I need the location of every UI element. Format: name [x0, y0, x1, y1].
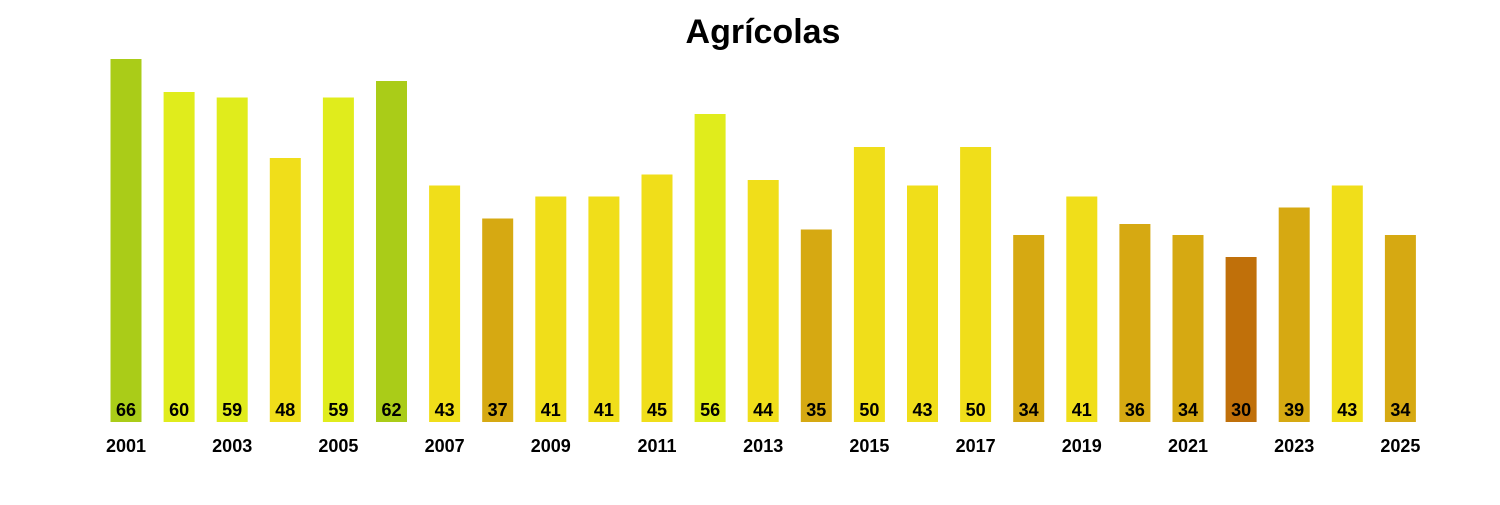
- bar-2003: [216, 97, 248, 422]
- bar-2014: [800, 229, 832, 422]
- x-tick-label-2025: 2025: [1380, 436, 1420, 456]
- x-tick-label-2017: 2017: [956, 436, 996, 456]
- bar-2024: [1331, 185, 1363, 422]
- x-tick-label-2021: 2021: [1168, 436, 1208, 456]
- x-tick-label-2013: 2013: [743, 436, 783, 456]
- data-label-2019: 41: [1072, 400, 1092, 420]
- x-tick-label-2011: 2011: [637, 436, 676, 456]
- data-label-2011: 45: [647, 400, 667, 420]
- data-label-2015: 50: [859, 400, 879, 420]
- x-tick-label-2009: 2009: [531, 436, 571, 456]
- data-label-2001: 66: [116, 400, 136, 420]
- bar-2019: [1066, 196, 1098, 422]
- bars-layer: [110, 59, 1416, 422]
- bar-2008: [482, 218, 514, 422]
- bar-2018: [1013, 235, 1045, 422]
- x-axis-tick-labels: 2001 2003 2005 2007 2009 2011 2013 2015 2017 2019…: [106, 436, 1420, 456]
- bar-2004: [269, 158, 301, 422]
- bar-2005: [322, 97, 354, 422]
- data-label-2013: 44: [753, 400, 773, 420]
- chart-title: Agrícolas: [686, 13, 841, 51]
- x-tick-label-2003: 2003: [212, 436, 252, 456]
- x-tick-label-2023: 2023: [1274, 436, 1314, 456]
- data-label-2006: 62: [381, 400, 401, 420]
- data-label-2016: 43: [912, 400, 932, 420]
- data-label-2023: 39: [1284, 400, 1304, 420]
- bar-2007: [429, 185, 461, 422]
- bar-2020: [1119, 224, 1151, 422]
- bar-2012: [694, 114, 726, 422]
- data-label-2022: 30: [1231, 400, 1251, 420]
- bar-2013: [747, 180, 779, 422]
- data-label-2020: 36: [1125, 400, 1145, 420]
- bar-2010: [588, 196, 620, 422]
- data-label-2007: 43: [435, 400, 455, 420]
- data-label-2008: 37: [488, 400, 508, 420]
- data-label-2021: 34: [1178, 400, 1198, 420]
- bar-2006: [376, 81, 407, 422]
- x-tick-label-2001: 2001: [106, 436, 146, 456]
- data-label-2009: 41: [541, 400, 561, 420]
- data-label-2004: 48: [275, 400, 295, 420]
- data-label-2005: 59: [328, 400, 348, 420]
- bar-2021: [1172, 235, 1204, 422]
- bar-2009: [535, 196, 567, 422]
- data-label-2012: 56: [700, 400, 720, 420]
- x-tick-label-2015: 2015: [849, 436, 889, 456]
- x-tick-label-2007: 2007: [425, 436, 465, 456]
- bar-2023: [1278, 207, 1310, 422]
- data-label-2017: 50: [966, 400, 986, 420]
- x-tick-label-2005: 2005: [318, 436, 358, 456]
- data-label-2024: 43: [1337, 400, 1357, 420]
- data-label-2010: 41: [594, 400, 614, 420]
- bar-2016: [907, 185, 938, 422]
- data-label-2002: 60: [169, 400, 189, 420]
- bar-2025: [1384, 235, 1416, 422]
- data-label-2025: 34: [1390, 400, 1410, 420]
- bar-2017: [960, 147, 992, 422]
- data-label-2003: 59: [222, 400, 242, 420]
- bar-2022: [1225, 257, 1257, 422]
- bar-2001: [110, 59, 142, 422]
- bar-2002: [163, 92, 195, 422]
- data-label-2018: 34: [1019, 400, 1039, 420]
- data-labels-layer: 66 60 59 48 59 62 43 37 41 41 45 56 44 35 50 43 50 34 41 36…: [116, 400, 1410, 420]
- bar-2015: [853, 147, 885, 422]
- data-label-2014: 35: [806, 400, 826, 420]
- x-tick-label-2019: 2019: [1062, 436, 1102, 456]
- bar-2011: [641, 174, 673, 422]
